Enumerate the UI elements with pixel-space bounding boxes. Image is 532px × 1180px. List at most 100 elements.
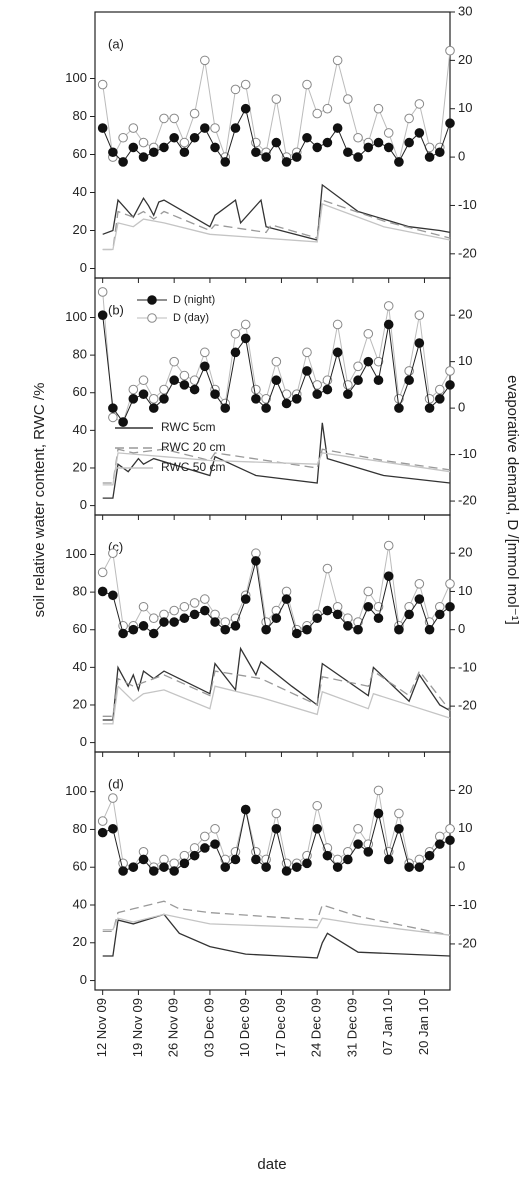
y-tick-label: 0 bbox=[80, 972, 87, 987]
panel-label: (d) bbox=[108, 776, 124, 791]
d-marker bbox=[383, 301, 394, 311]
d-marker bbox=[312, 108, 322, 119]
y2-tick-label: 0 bbox=[458, 149, 465, 164]
d-marker bbox=[220, 624, 231, 635]
d-marker bbox=[414, 594, 425, 604]
d-marker bbox=[240, 333, 251, 344]
panel-label: (b) bbox=[108, 302, 124, 317]
d-marker bbox=[210, 823, 220, 834]
y2-tick-label: 20 bbox=[458, 545, 472, 560]
d-marker bbox=[424, 624, 435, 635]
y-tick-label: 20 bbox=[73, 459, 87, 474]
d-marker bbox=[128, 384, 139, 395]
d-marker bbox=[424, 403, 435, 413]
d-marker bbox=[148, 628, 159, 639]
d-marker bbox=[312, 613, 322, 624]
d-marker bbox=[322, 563, 333, 574]
x-axis-label: date bbox=[257, 1156, 286, 1173]
d-marker bbox=[445, 366, 455, 376]
d-marker bbox=[312, 142, 322, 153]
x-tick-label: 24 Dec 09 bbox=[309, 998, 324, 1057]
d-marker bbox=[281, 157, 292, 167]
d-marker bbox=[200, 843, 210, 853]
d-marker bbox=[445, 579, 455, 589]
d-marker bbox=[312, 389, 322, 399]
y-tick-label: 40 bbox=[73, 422, 87, 437]
d-marker bbox=[169, 132, 179, 143]
d-marker bbox=[271, 94, 282, 104]
d-marker bbox=[179, 370, 190, 381]
d-marker bbox=[332, 319, 343, 330]
d-marker bbox=[445, 835, 455, 846]
y-tick-label: 60 bbox=[73, 859, 87, 874]
d-marker bbox=[353, 375, 363, 386]
d-marker bbox=[169, 356, 179, 367]
y-tick-label: 0 bbox=[80, 734, 87, 749]
d-marker bbox=[97, 816, 108, 826]
y2-tick-label: 0 bbox=[458, 621, 465, 636]
d-marker bbox=[302, 858, 312, 869]
d-marker bbox=[189, 132, 200, 143]
d-marker bbox=[363, 328, 374, 339]
d-marker bbox=[230, 621, 241, 631]
legend-label: RWC 5cm bbox=[161, 420, 215, 434]
d-marker bbox=[200, 594, 210, 604]
d-marker bbox=[230, 854, 241, 865]
d-marker bbox=[251, 394, 261, 404]
d-marker bbox=[332, 609, 343, 620]
d-marker bbox=[353, 839, 363, 849]
d-marker bbox=[414, 99, 425, 109]
d-marker bbox=[200, 831, 210, 842]
rwc-line bbox=[102, 913, 451, 936]
d-marker bbox=[261, 403, 271, 413]
y2-tick-label: 10 bbox=[458, 353, 472, 368]
d-marker bbox=[200, 123, 210, 133]
y-axis-label: soil relative water content, RWC /% bbox=[31, 383, 48, 618]
y2-tick-label: 10 bbox=[458, 820, 472, 835]
legend-label: D (night) bbox=[173, 294, 215, 306]
d-marker bbox=[148, 147, 159, 158]
rwc-line bbox=[102, 900, 451, 936]
d-marker bbox=[404, 113, 414, 124]
d-marker bbox=[118, 157, 128, 167]
d-marker bbox=[363, 601, 374, 612]
d-marker bbox=[383, 142, 394, 153]
d-marker bbox=[322, 850, 333, 861]
d-marker bbox=[169, 375, 179, 386]
y2-tick-label: 10 bbox=[458, 100, 472, 115]
d-marker bbox=[97, 287, 108, 297]
panel-label: (a) bbox=[108, 36, 124, 51]
d-marker bbox=[353, 624, 363, 635]
d-marker bbox=[108, 548, 118, 559]
d-marker bbox=[302, 132, 312, 143]
rwc-line bbox=[102, 669, 451, 717]
d-marker bbox=[332, 862, 343, 872]
d-marker bbox=[189, 108, 200, 119]
d-marker bbox=[404, 137, 414, 148]
d-marker bbox=[271, 613, 282, 624]
d-marker bbox=[240, 804, 251, 815]
d-marker bbox=[353, 152, 363, 162]
d-marker bbox=[210, 123, 220, 133]
d-marker bbox=[118, 866, 128, 876]
d-marker bbox=[394, 403, 404, 413]
d-marker bbox=[414, 128, 425, 138]
y-tick-label: 0 bbox=[80, 260, 87, 275]
y2-axis-label: evaporative demand, D /[mmol mol⁻¹] bbox=[504, 375, 521, 625]
d-marker bbox=[332, 123, 343, 133]
d-marker bbox=[394, 157, 404, 167]
rwc-line bbox=[102, 199, 451, 251]
d-marker bbox=[200, 361, 210, 372]
d-marker bbox=[414, 862, 425, 872]
d-marker bbox=[179, 601, 190, 612]
d-marker bbox=[251, 556, 261, 566]
d-marker bbox=[271, 375, 282, 386]
d-marker bbox=[373, 808, 384, 819]
d-marker bbox=[353, 132, 363, 143]
d-marker bbox=[128, 862, 139, 872]
y-tick-label: 80 bbox=[73, 821, 87, 836]
d-marker bbox=[261, 624, 271, 635]
d-marker bbox=[240, 594, 251, 604]
d-marker bbox=[230, 84, 241, 95]
